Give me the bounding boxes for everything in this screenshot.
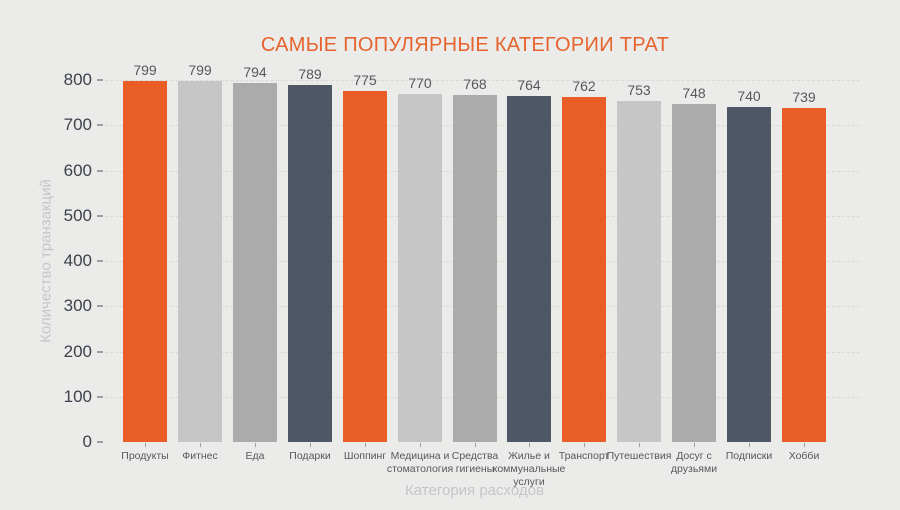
y-tick-mark (97, 441, 103, 443)
bar: 789 Подарки (288, 66, 332, 462)
bar-value-label: 789 (298, 66, 322, 82)
bar-value-label: 748 (682, 84, 706, 101)
x-tick (804, 443, 805, 447)
bar-value-label: 740 (737, 88, 761, 105)
bar: 764 Жилье и коммунальные услуги (493, 77, 566, 488)
x-tick (584, 443, 585, 447)
bar-value-label: 753 (627, 82, 651, 99)
bar: 770 Медицина и стоматология (387, 75, 453, 476)
x-tick (694, 443, 695, 447)
bar-value-label: 799 (188, 61, 212, 78)
x-tick (365, 443, 366, 447)
bar: 775 Шоппинг (343, 72, 387, 462)
bar-value-label: 762 (572, 78, 596, 95)
bar-category-label: Шоппинг (343, 450, 387, 462)
bar-category-label: Продукты (121, 450, 169, 462)
bar: 799 Фитнес (178, 62, 222, 462)
y-tick-label: 0 (82, 432, 92, 451)
y-tick-mark (97, 350, 103, 353)
bar-category-label: Жилье и коммунальные услуги (492, 450, 566, 489)
x-tick (639, 443, 640, 447)
y-tick-label: 100 (63, 386, 92, 406)
bar: 768 Средства гигиены (452, 76, 499, 476)
x-tick (310, 443, 311, 447)
bar-value-label: 770 (408, 74, 432, 91)
y-tick-label: 400 (63, 251, 92, 270)
bar-value-label: 739 (792, 88, 816, 105)
bar-category-label: Путешествия (606, 450, 672, 462)
x-tick (145, 443, 146, 447)
bar-category-label: Досуг с друзьями (670, 450, 718, 476)
bar-category-label: Средства гигиены (451, 450, 499, 476)
bar-value-label: 764 (517, 77, 541, 94)
bar: 794 Еда (233, 64, 277, 462)
y-tick-mark (97, 124, 103, 127)
bar-category-label: Фитнес (182, 450, 218, 462)
y-tick-label: 800 (63, 70, 92, 89)
x-tick (749, 443, 750, 447)
x-tick (200, 443, 201, 447)
x-tick (475, 443, 476, 447)
y-tick-label: 300 (63, 296, 92, 316)
x-tick (255, 443, 256, 447)
y-tick-label: 200 (63, 341, 92, 361)
bar-category-label: Подписки (725, 450, 773, 462)
bar-value-label: 768 (463, 75, 487, 92)
y-tick-mark (97, 260, 103, 262)
bar-category-label: Медицина и стоматология (386, 450, 454, 476)
y-tick-mark (97, 305, 103, 308)
y-tick-mark (97, 214, 103, 217)
bar-value-label: 794 (243, 63, 267, 80)
bar-category-label: Транспорт (558, 450, 610, 462)
bar: 799 Продукты (121, 62, 168, 463)
gridline (100, 80, 860, 81)
x-tick (529, 443, 530, 447)
bar-value-label: 799 (133, 61, 157, 78)
x-tick (420, 443, 421, 447)
bar: 739 Хобби (782, 89, 826, 462)
bar-value-label: 775 (353, 72, 377, 89)
y-tick-label: 700 (63, 115, 92, 135)
y-tick-mark (97, 395, 103, 398)
bar: 740 Подписки (726, 88, 773, 462)
chart-title: САМЫЕ ПОПУЛЯРНЫЕ КАТЕГОРИИ ТРАТ (260, 34, 670, 56)
y-tick-mark (97, 169, 103, 172)
bar-category-label: Еда (245, 450, 265, 462)
bar-category-label: Подарки (289, 450, 331, 462)
x-axis-title: Категория расходов (405, 482, 544, 499)
bar-category-label: Хобби (788, 450, 820, 462)
y-tick-label: 600 (63, 160, 92, 180)
bar: 753 Путешествия (607, 82, 672, 462)
y-tick-label: 500 (63, 205, 92, 225)
y-tick-mark (97, 79, 103, 81)
bar: 748 Досуг с друзьями (671, 85, 717, 476)
bar: 762 Транспорт (559, 78, 610, 462)
